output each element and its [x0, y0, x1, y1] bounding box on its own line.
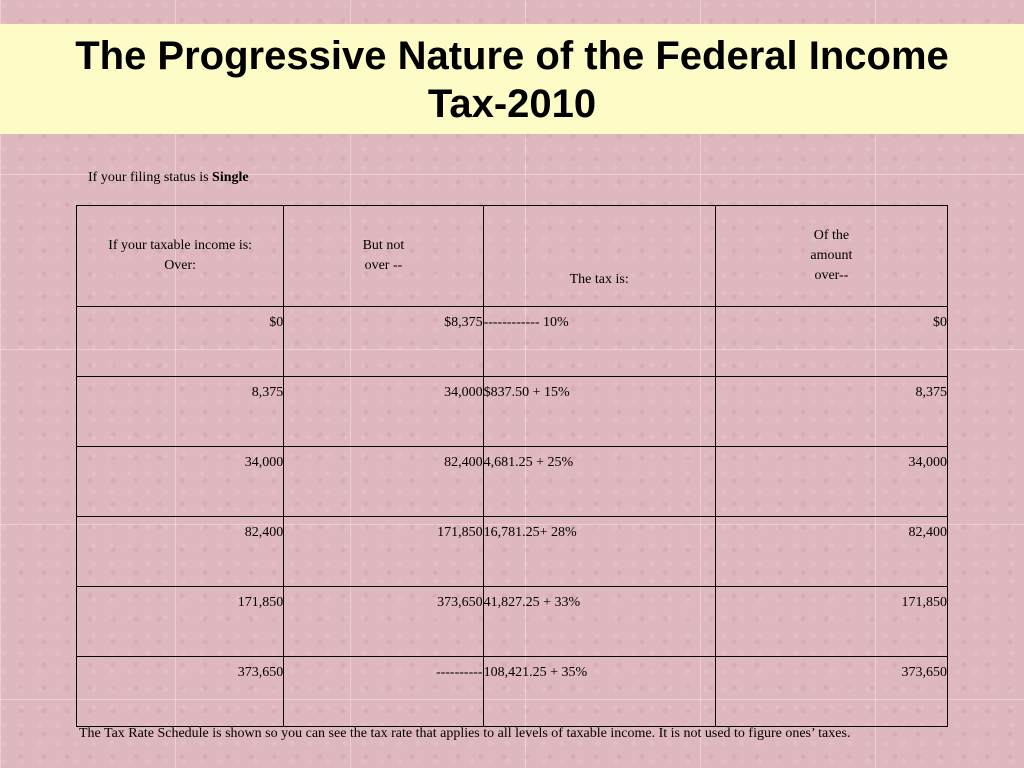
table-row: 82,400 171,850 16,781.25+ 28% 82,400: [75, 516, 949, 587]
page-title: The Progressive Nature of the Federal In…: [0, 32, 1024, 128]
header-of-amount-over-line1: Of the: [813, 228, 850, 243]
cell-of-amount-over: 373,650: [714, 656, 949, 727]
header-of-amount-over-line3: over--: [814, 268, 849, 283]
header-of-amount-over: Of the amount over--: [714, 205, 949, 307]
cell-tax: 41,827.25 + 33%: [482, 586, 716, 657]
table-row: 373,650 ---------- 108,421.25 + 35% 373,…: [75, 656, 949, 727]
cell-tax: 108,421.25 + 35%: [482, 656, 716, 727]
header-income-over-line1: If your taxable income is:: [108, 238, 253, 253]
cell-not-over: 171,850: [283, 516, 484, 587]
filing-status-label: If your filing status is Single: [88, 170, 249, 186]
cell-of-amount-over: 82,400: [714, 516, 949, 587]
title-band: The Progressive Nature of the Federal In…: [0, 24, 1024, 134]
table-row: $0 $8,375 ------------ 10% $0: [75, 306, 949, 377]
cell-tax: 16,781.25+ 28%: [482, 516, 716, 587]
cell-not-over: 82,400: [283, 446, 484, 517]
cell-not-over: 373,650: [283, 586, 484, 657]
cell-tax: ------------ 10%: [482, 306, 716, 377]
header-income-over-line2: Over:: [164, 258, 197, 273]
cell-of-amount-over: 8,375: [714, 376, 949, 447]
cell-not-over: 34,000: [283, 376, 484, 447]
header-income-over: If your taxable income is: Over:: [75, 205, 285, 307]
cell-not-over: $8,375: [283, 306, 484, 377]
table-row: 34,000 82,400 4,681.25 + 25% 34,000: [75, 446, 949, 517]
cell-over: 373,650: [75, 656, 285, 727]
title-line-2: Tax-2010: [427, 82, 597, 126]
cell-not-over: ----------: [283, 656, 484, 727]
cell-of-amount-over: 171,850: [714, 586, 949, 657]
header-but-not-over-line1: But not: [362, 238, 405, 253]
header-of-amount-over-line2: amount: [810, 248, 853, 263]
cell-over: 8,375: [75, 376, 285, 447]
header-tax-is: The tax is:: [482, 205, 716, 307]
filing-status-prefix: If your filing status is: [88, 170, 213, 185]
cell-tax: $837.50 + 15%: [482, 376, 716, 447]
table-header-row: If your taxable income is: Over: But not…: [75, 205, 949, 307]
cell-over: $0: [75, 306, 285, 377]
header-tax-is-label: The tax is:: [569, 272, 629, 287]
tax-rate-table: If your taxable income is: Over: But not…: [75, 205, 949, 727]
cell-over: 171,850: [75, 586, 285, 657]
title-line-1: The Progressive Nature of the Federal In…: [75, 34, 949, 78]
filing-status-value: Single: [212, 170, 249, 185]
cell-over: 34,000: [75, 446, 285, 517]
cell-tax: 4,681.25 + 25%: [482, 446, 716, 517]
header-but-not-over: But not over --: [283, 205, 484, 307]
cell-over: 82,400: [75, 516, 285, 587]
cell-of-amount-over: $0: [714, 306, 949, 377]
cell-of-amount-over: 34,000: [714, 446, 949, 517]
table-row: 171,850 373,650 41,827.25 + 33% 171,850: [75, 586, 949, 657]
footnote: The Tax Rate Schedule is shown so you ca…: [79, 726, 851, 741]
table-row: 8,375 34,000 $837.50 + 15% 8,375: [75, 376, 949, 447]
header-but-not-over-line2: over --: [364, 258, 403, 273]
